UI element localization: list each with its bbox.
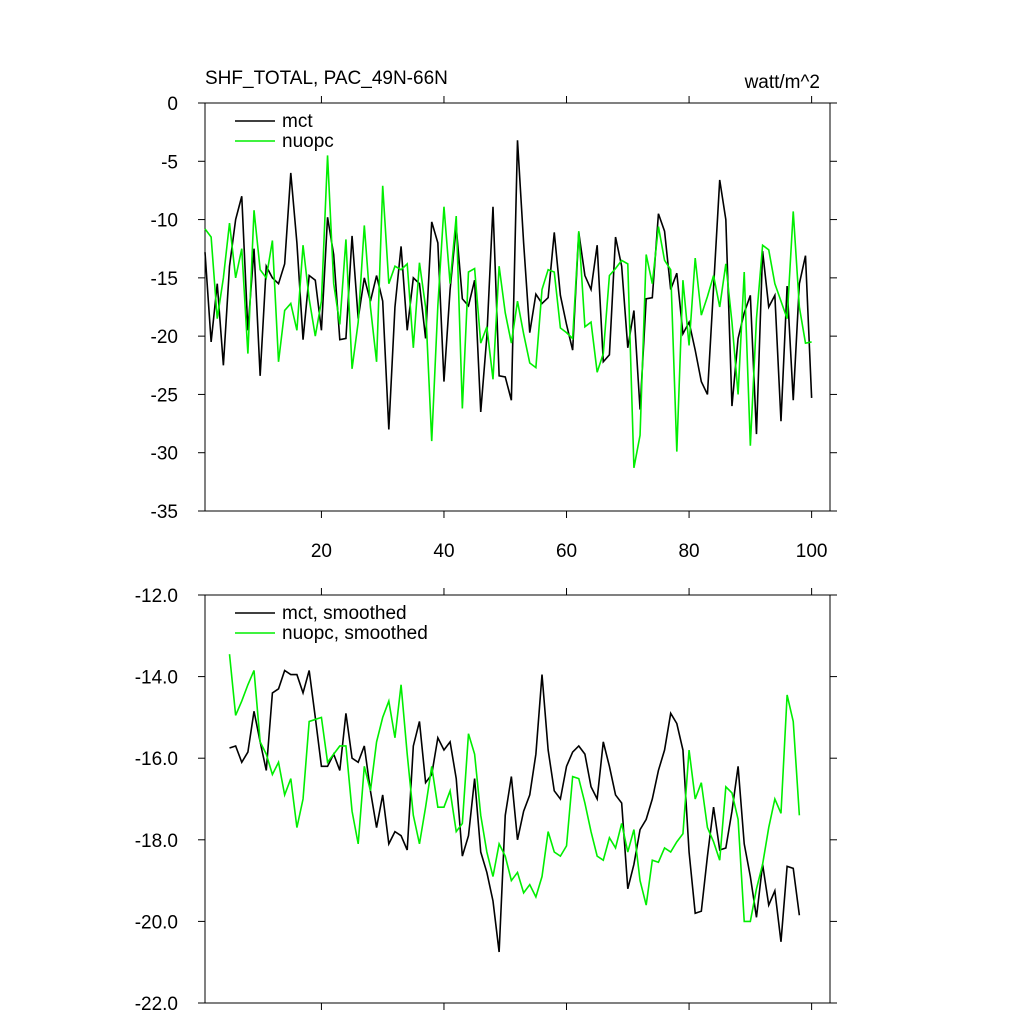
chart-title: SHF_TOTAL, PAC_49N-66N [205,68,448,89]
legend-label: nuopc [282,131,334,152]
y-tick-label: -35 [151,502,178,523]
y-tick-label: -25 [151,385,178,406]
y-tick-label: -30 [151,444,178,465]
y-tick-label: -5 [161,152,178,173]
y-tick-label: -14.0 [135,668,178,689]
data-line [229,669,801,953]
plot-frame [204,102,831,512]
y-tick-label: -12.0 [135,586,178,607]
x-tick-label: 40 [433,541,454,562]
units-label: watt/m^2 [744,72,820,93]
plot-frame [204,594,831,1004]
legend-label: mct, smoothed [282,603,407,624]
y-tick-label: -15 [151,269,178,290]
y-tick-label: -20.0 [135,912,178,933]
y-tick-label: -20 [151,327,178,348]
y-tick-label: 0 [167,94,178,115]
x-tick-label: 60 [556,541,577,562]
x-tick-label: 100 [796,541,828,562]
y-tick-label: -18.0 [135,831,178,852]
y-tick-label: -16.0 [135,749,178,770]
x-tick-label: 20 [311,541,332,562]
data-line [204,155,812,469]
y-tick-label: -10 [151,211,178,232]
data-line [228,654,801,923]
legend-label: nuopc, smoothed [282,623,428,644]
y-tick-label: -22.0 [135,994,178,1015]
legend-label: mct [282,111,313,132]
data-line [204,140,813,435]
x-tick-label: 80 [678,541,699,562]
